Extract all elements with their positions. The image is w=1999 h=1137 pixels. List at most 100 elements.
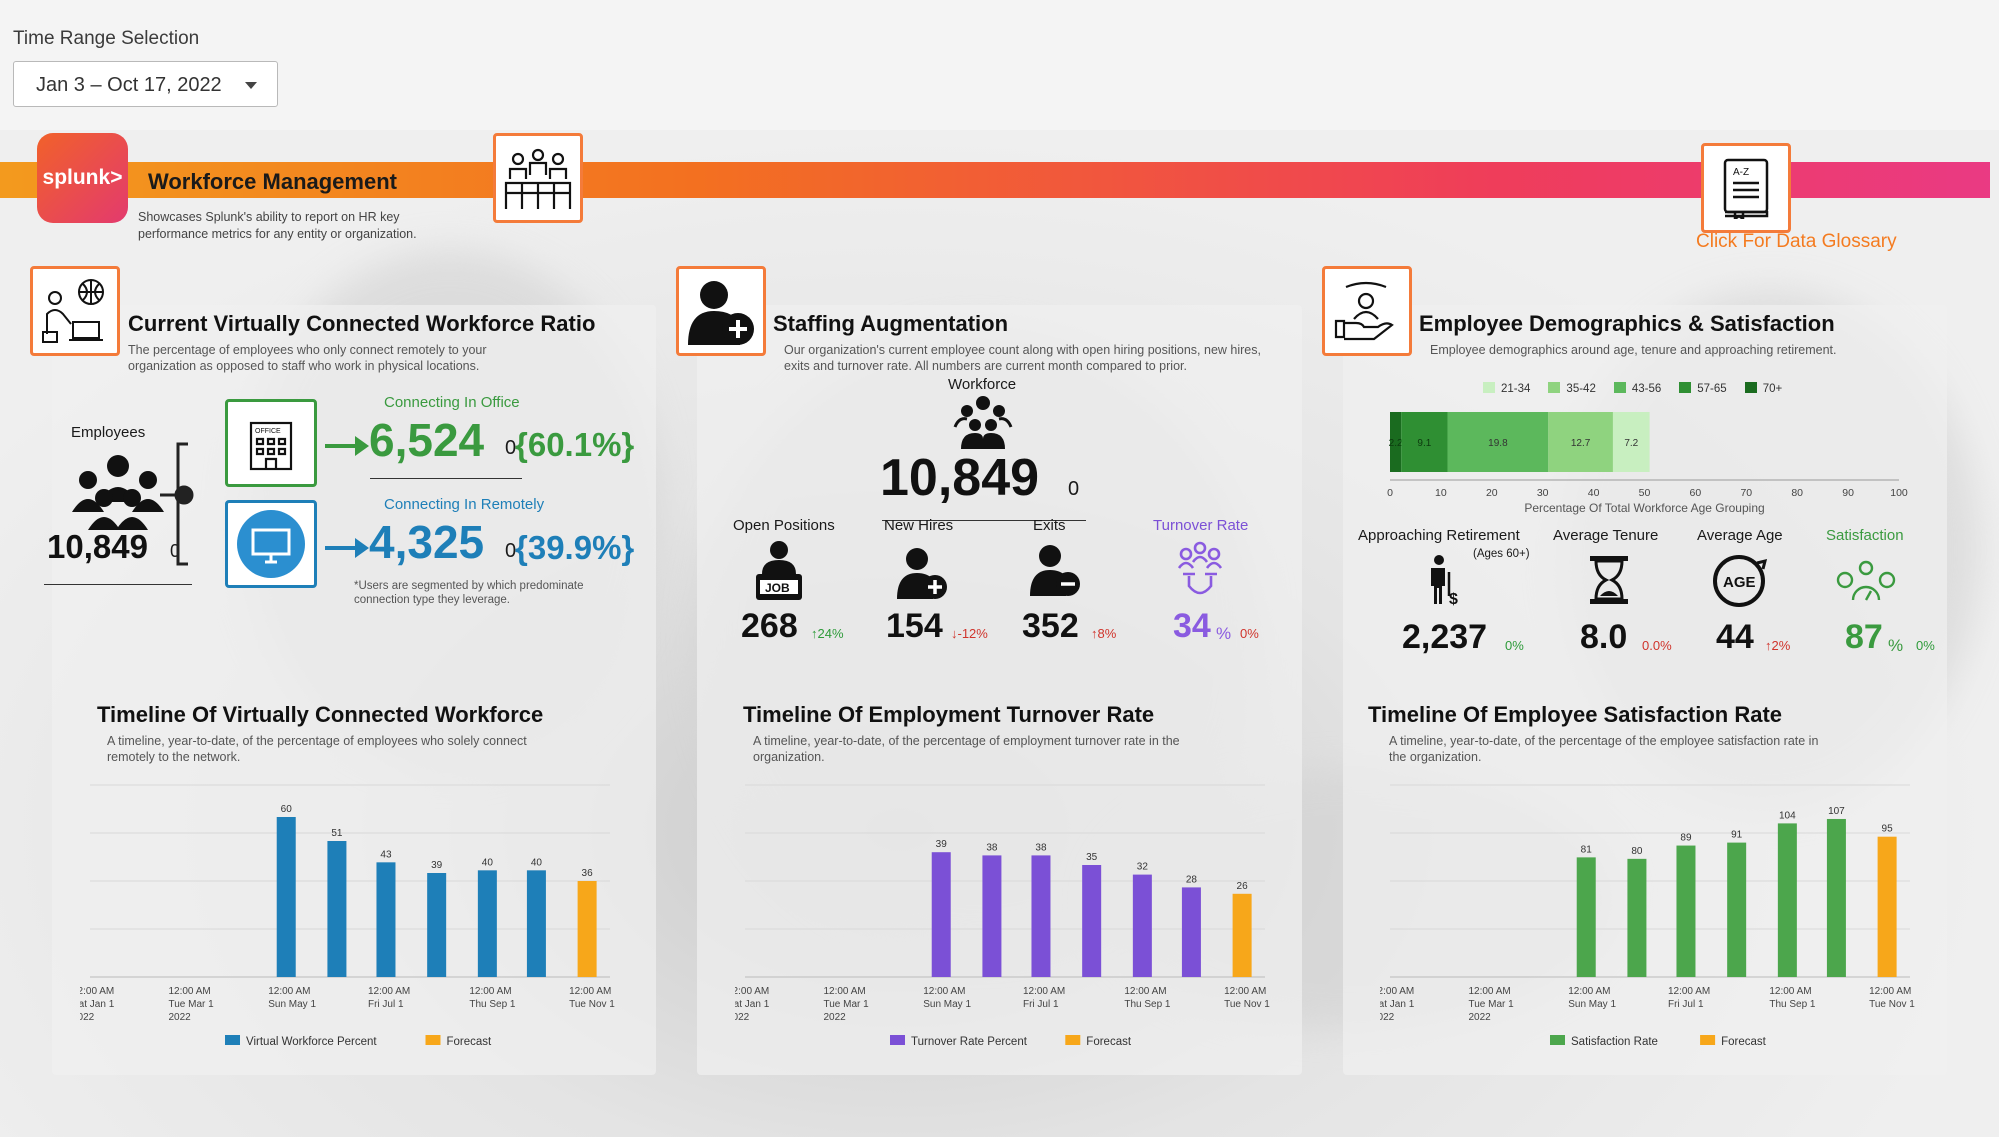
tenure-value: 8.0 <box>1580 618 1628 656</box>
x-tick-label: 50 <box>1639 487 1651 499</box>
x-tick-label: 90 <box>1842 487 1854 499</box>
legend-swatch <box>1550 1035 1565 1045</box>
office-value: 6,524 <box>369 414 485 466</box>
bar <box>1627 858 1647 977</box>
age-icon: AGE <box>1711 553 1771 614</box>
legend-swatch <box>890 1035 905 1045</box>
hand-user-icon <box>1322 266 1412 356</box>
new-hires-label: New Hires <box>884 517 954 534</box>
arrow-right-icon <box>325 538 369 558</box>
x-tick-label: 12:00 AM <box>80 986 114 997</box>
x-tick-label: Fri Jul 1 <box>1023 999 1059 1010</box>
satisfaction-label: Satisfaction <box>1826 527 1904 544</box>
tenure-label: Average Tenure <box>1553 527 1659 544</box>
remote-value: 4,325 <box>369 516 485 568</box>
data-label: 40 <box>482 857 494 868</box>
age-bar-label: 2.2 <box>1389 438 1403 449</box>
satisfaction-unit: % <box>1888 636 1904 655</box>
page-title: Workforce Management <box>148 169 397 194</box>
data-label: 32 <box>1137 862 1149 873</box>
x-tick-label: Sun May 1 <box>1568 999 1616 1010</box>
x-tick-label: 2022 <box>1380 1012 1395 1023</box>
legend-item: 21-34 <box>1483 382 1530 395</box>
x-tick-label: 60 <box>1690 487 1702 499</box>
legend-item: 57-65 <box>1679 382 1727 395</box>
x-tick-label: Fri Jul 1 <box>1668 999 1704 1010</box>
satisfaction-delta: 0% <box>1916 638 1935 653</box>
x-tick-label: Tue Nov 1 <box>1224 999 1270 1010</box>
legend-label: Turnover Rate Percent <box>911 1036 1028 1045</box>
remote-delta: 0 <box>505 540 517 562</box>
data-label: 28 <box>1186 874 1198 885</box>
data-label: 80 <box>1631 846 1643 857</box>
x-tick-label: 100 <box>1890 487 1908 499</box>
open-positions-delta: ↑24% <box>811 626 844 641</box>
virtual-section-title: Current Virtually Connected Workforce Ra… <box>128 311 596 336</box>
new-hires-delta: ↓-12% <box>951 626 988 641</box>
satisfaction-faces-icon <box>1835 560 1897 609</box>
svg-text:AGE: AGE <box>1723 574 1756 591</box>
workforce-label: Workforce <box>948 376 1017 393</box>
x-tick-label: Tue Mar 1 <box>1468 999 1514 1010</box>
exit-user-icon <box>1028 542 1082 603</box>
svg-text:$: $ <box>1449 591 1458 606</box>
x-tick-label: Thu Sep 1 <box>1124 999 1171 1010</box>
data-label: 26 <box>1237 881 1249 892</box>
demographics-section-subtitle: Employee demographics around age, tenure… <box>1430 343 1837 357</box>
x-tick-label: Tue Mar 1 <box>823 999 869 1010</box>
bar <box>1181 887 1201 977</box>
age-bar-label: 9.1 <box>1417 438 1431 449</box>
glossary-book-icon[interactable]: A-Z <box>1701 143 1791 233</box>
x-tick-label: 12:00 AM <box>1468 986 1510 997</box>
satisfaction-timeline-chart: 81 80 89 91 104 107 95 12:00 AM Sat Jan 1 2022 12:… <box>1380 784 1915 1045</box>
age-bar-segment <box>1548 412 1613 472</box>
new-hires-value: 154 <box>886 607 943 645</box>
data-label: 40 <box>531 857 543 868</box>
office-percent: {60.1%} <box>515 426 635 463</box>
svg-text:A-Z: A-Z <box>1733 167 1749 178</box>
employees-delta: 0 <box>170 541 181 561</box>
workforce-value: 10,849 <box>880 449 1040 507</box>
bar <box>1777 823 1797 977</box>
x-tick-label: 12:00 AM <box>1668 986 1710 997</box>
x-tick-label: 2022 <box>823 1012 846 1023</box>
svg-text:JOB: JOB <box>765 581 790 595</box>
time-range-dropdown[interactable]: Jan 3 – Oct 17, 2022 <box>13 61 278 107</box>
data-label: 81 <box>1581 844 1593 855</box>
age-bar-segment <box>1447 412 1549 472</box>
data-glossary-link[interactable]: Click For Data Glossary <box>1696 231 1897 252</box>
splunk-logo: splunk> <box>37 133 128 223</box>
x-tick-label: Tue Mar 1 <box>168 999 214 1010</box>
legend-swatch <box>225 1035 240 1045</box>
x-tick-label: 2022 <box>735 1012 750 1023</box>
data-label: 35 <box>1086 852 1098 863</box>
data-label: 43 <box>380 849 392 860</box>
x-tick-label: 12:00 AM <box>1023 986 1065 997</box>
turnover-timeline-chart: 39 38 38 35 32 28 26 12:00 AM Sat Jan 1 2022 12:00… <box>735 784 1270 1045</box>
data-label: 104 <box>1779 810 1796 821</box>
legend-swatch <box>1700 1035 1716 1045</box>
turnover-rate-value: 34 <box>1173 607 1211 645</box>
x-tick-label: 12:00 AM <box>1568 986 1610 997</box>
divider-line <box>370 478 522 479</box>
data-label: 95 <box>1882 824 1894 835</box>
virtual-section-subtitle: The percentage of employees who only con… <box>128 343 487 373</box>
data-label: 36 <box>582 868 594 879</box>
x-tick-label: 12:00 AM <box>168 986 210 997</box>
bar <box>1031 855 1051 977</box>
remote-worker-icon <box>30 266 120 356</box>
arrow-right-icon <box>325 436 369 456</box>
bar <box>526 870 546 977</box>
age-bar-label: 7.2 <box>1624 438 1638 449</box>
svg-text:OFFICE: OFFICE <box>255 428 281 435</box>
x-tick-label: 12:00 AM <box>469 986 511 997</box>
bar <box>1132 874 1152 977</box>
x-axis-title: Percentage Of Total Workforce Age Groupi… <box>1524 501 1764 515</box>
x-tick-label: 12:00 AM <box>569 986 611 997</box>
turnover-rate-label: Turnover Rate <box>1153 517 1249 534</box>
open-positions-value: 268 <box>741 607 798 645</box>
age-bar-segment <box>1401 412 1448 472</box>
satisfaction-value: 87 <box>1845 618 1883 656</box>
turnover-rate-delta: 0% <box>1240 626 1259 641</box>
connector-bracket <box>160 442 194 566</box>
